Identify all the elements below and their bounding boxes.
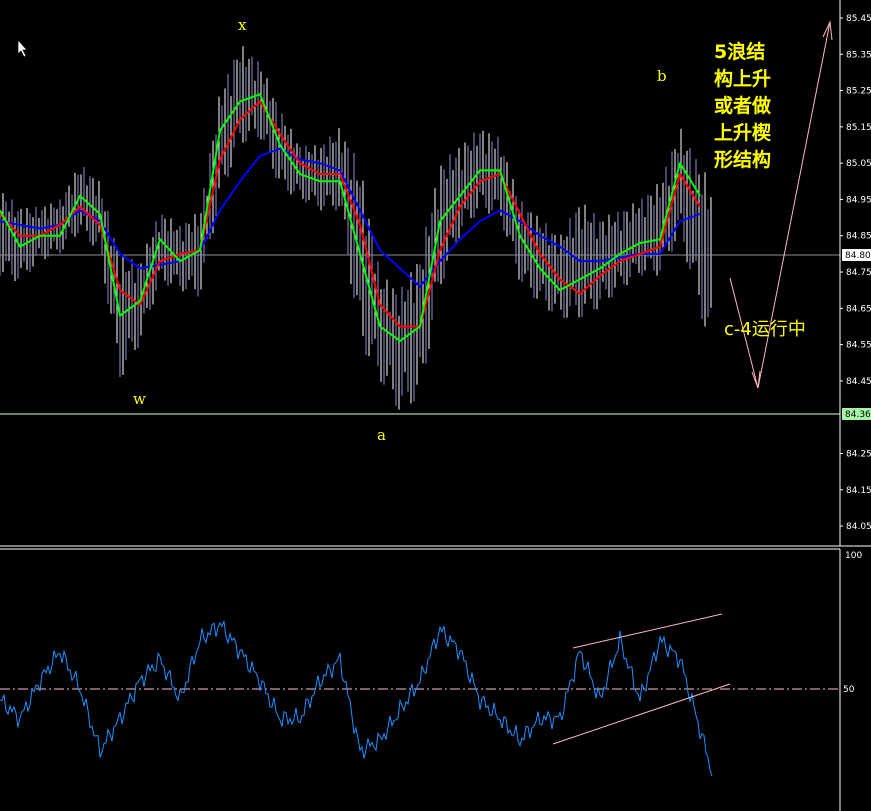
osc-tick-50: 50 — [843, 685, 855, 695]
wave-label-x: x — [238, 16, 247, 34]
price-tick-label: 85.15 — [846, 123, 871, 133]
moving-averages — [0, 93, 701, 342]
price-axis-ticks: 85.45 85.35 85.25 85.15 85.05 84.95 84.85 84.75… — [840, 14, 871, 532]
price-tick-label: 84.65 — [846, 304, 871, 314]
support-price-badge — [842, 408, 871, 420]
annotation-line-2: 构上升 — [714, 67, 771, 90]
price-tick-label: 85.25 — [846, 87, 871, 97]
price-tick-label: 84.95 — [846, 195, 871, 205]
wave-label-b: b — [657, 67, 667, 85]
price-tick-label: 84.25 — [846, 449, 871, 459]
price-bars — [0, 46, 712, 410]
wave-label-a: a — [377, 426, 386, 444]
price-tick-label: 84.55 — [846, 341, 871, 351]
price-tick-label: 84.15 — [846, 486, 871, 496]
projection-down-line — [729, 277, 759, 389]
projection-arrowhead-up — [822, 20, 833, 41]
osc-channel-upper — [572, 613, 723, 649]
price-tick-label: 85.45 — [846, 14, 871, 24]
price-tick-label: 85.05 — [846, 159, 871, 169]
price-tick-label: 84.45 — [846, 377, 871, 387]
osc-tick-100: 100 — [845, 551, 862, 561]
mouse-cursor-icon — [17, 39, 28, 58]
moving-average-line — [0, 93, 701, 342]
current-price-label: 84.80 — [845, 251, 871, 261]
price-tick-label: 84.85 — [846, 232, 871, 242]
current-price-badge — [842, 249, 871, 261]
price-tick-label: 84.05 — [846, 522, 871, 532]
oscillator-line — [0, 620, 713, 777]
osc-channel-lower — [552, 683, 731, 745]
projection-up-line — [757, 21, 831, 389]
projection-arrowhead-down — [751, 370, 761, 389]
annotation-line-5: 形结构 — [714, 148, 771, 171]
support-price-label: 84.36 — [845, 410, 871, 420]
price-tick-label: 85.35 — [846, 50, 871, 60]
wave-label-w: w — [133, 390, 146, 408]
price-tick-label: 84.75 — [846, 268, 871, 278]
annotation-line-1: 5浪结 — [714, 40, 765, 63]
moving-average-line — [0, 100, 701, 328]
projection-path — [729, 20, 833, 389]
annotation-c4: c-4运行中 — [724, 319, 806, 340]
annotation-line-4: 上升楔 — [714, 121, 771, 144]
oscillator — [0, 620, 713, 777]
annotation-line-3: 或者做 — [714, 94, 771, 117]
moving-average-line — [0, 147, 701, 288]
annotation-note: 5浪结 构上升 或者做 上升楔 形结构 — [714, 40, 771, 171]
